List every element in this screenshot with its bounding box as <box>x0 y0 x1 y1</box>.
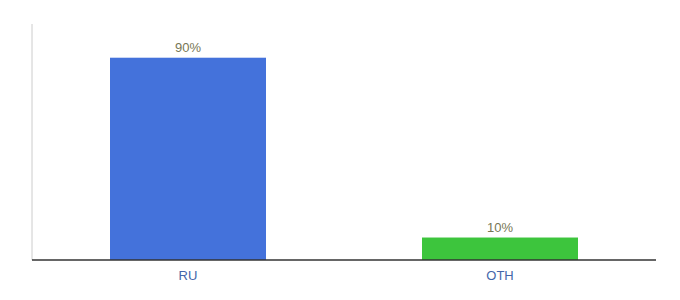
chart-svg: RU OTH 90% 10% <box>0 0 680 300</box>
y-axis-line <box>32 24 33 260</box>
bars <box>110 58 578 260</box>
x-tick-label: OTH <box>486 268 513 283</box>
chart-container: RU OTH 90% 10% <box>0 0 680 300</box>
x-tick-label: RU <box>179 268 198 283</box>
data-label: 10% <box>487 220 513 235</box>
data-label: 90% <box>175 40 201 55</box>
bar <box>110 58 266 260</box>
x-axis-line <box>32 259 656 261</box>
bar <box>422 238 578 260</box>
